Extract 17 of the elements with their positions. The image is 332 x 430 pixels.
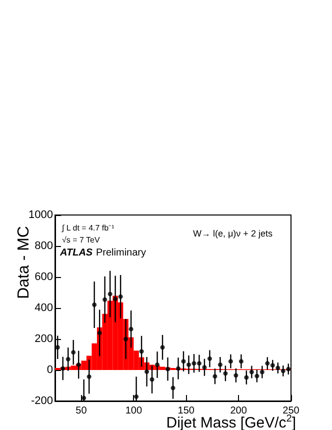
annotation: ∫ L dt = 4.7 fb⁻¹ [61,224,115,232]
x-tick-label: 150 [178,406,195,416]
y-tick-label: 1000 [28,209,53,221]
y-tick-label: -200 [30,395,53,407]
y-tick-label: 400 [34,302,53,314]
annotation: ATLAS [59,248,93,258]
y-tick-label: 0 [46,364,53,376]
annotation: √s = 7 TeV [62,236,100,244]
y-axis-title: Data - MC [16,226,32,299]
x-tick-label: 200 [230,406,248,416]
x-tick-label: 100 [125,406,142,416]
y-tick-label: 800 [34,240,53,252]
y-tick-label: 600 [34,271,53,283]
annotation: W→ l(e, μ)ν + 2 jets [193,228,273,238]
annotation: Preliminary [96,248,146,258]
y-tick-label: 200 [34,333,53,345]
x-tick-label: 50 [76,406,88,416]
